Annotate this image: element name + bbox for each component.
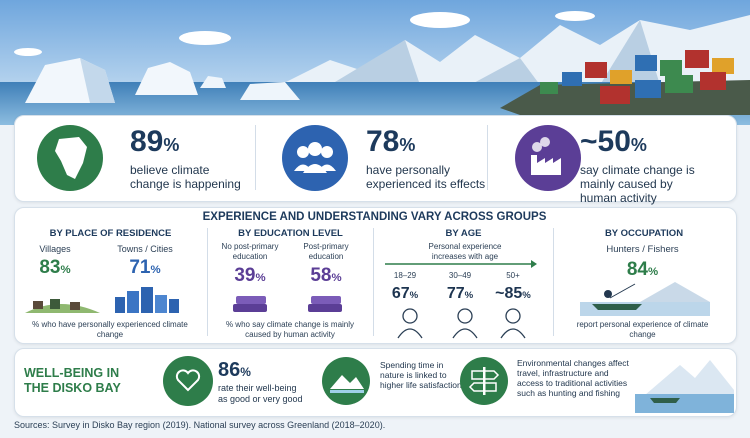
group-note: % who say climate change is mainly cause… — [225, 320, 355, 339]
groups-card — [14, 207, 737, 344]
group-value: 77% — [435, 286, 485, 302]
wellbeing-value: 86% — [218, 360, 251, 380]
stat-unit: % — [399, 135, 416, 155]
stat-number: 78 — [366, 125, 400, 158]
stat-value: ~50% — [580, 127, 647, 157]
value-number: 67 — [391, 285, 410, 302]
group-value: 84% — [580, 260, 705, 279]
group-heading: BY PLACE OF RESIDENCE — [49, 228, 172, 239]
group-label: 30–49 — [448, 271, 472, 280]
value-unit: % — [331, 272, 342, 284]
stat-number: ~50 — [580, 125, 631, 158]
nature-icon — [322, 357, 370, 405]
stat-value: 78% — [366, 127, 415, 157]
divider — [373, 228, 374, 336]
stat-unit: % — [630, 135, 647, 155]
age-arrow — [385, 260, 537, 268]
signpost-icon — [460, 357, 508, 405]
group-heading: BY OCCUPATION — [604, 228, 684, 239]
divider — [207, 228, 208, 336]
book-icons — [233, 296, 342, 312]
heart-icon — [163, 356, 213, 406]
divider — [553, 228, 554, 336]
group-label: No post-primary education — [221, 242, 279, 261]
value-number: 86 — [218, 359, 241, 381]
group-heading: BY EDUCATION LEVEL — [238, 228, 343, 239]
value-number: 77 — [446, 285, 465, 302]
value-unit: % — [255, 272, 266, 284]
value-unit: % — [60, 264, 71, 276]
stat-text: say climate change is mainly caused by h… — [580, 163, 695, 205]
value-number: 83 — [39, 257, 61, 278]
value-number: ~85 — [495, 285, 523, 302]
value-unit: % — [409, 290, 419, 301]
houses — [540, 50, 734, 104]
stat-text: have personally experienced its effects — [366, 163, 486, 191]
group-label: Hunters / Fishers — [606, 244, 679, 255]
group-label: 18–29 — [393, 271, 417, 280]
group-value: 83% — [25, 258, 85, 277]
section-title: EXPERIENCE AND UNDERSTANDING VARY ACROSS… — [202, 211, 547, 223]
value-unit: % — [648, 266, 659, 278]
group-label: Towns / Cities — [117, 244, 173, 254]
value-unit: % — [150, 264, 161, 276]
stat-value: 89% — [130, 127, 179, 157]
divider — [487, 125, 488, 190]
group-value: 39% — [215, 266, 285, 285]
value-number: 39 — [234, 265, 256, 286]
value-unit: % — [522, 290, 531, 301]
wellbeing-text: rate their well-being as good or very go… — [218, 383, 303, 404]
divider — [255, 125, 256, 190]
value-number: 58 — [310, 265, 332, 286]
header-landscape — [0, 0, 750, 125]
wellbeing-card — [14, 348, 737, 417]
stat-unit: % — [163, 135, 180, 155]
group-note: report personal experience of climate ch… — [576, 320, 709, 339]
group-note: % who have personally experienced climat… — [32, 320, 188, 339]
stat-number: 89 — [130, 125, 164, 158]
group-label: Villages — [39, 244, 71, 254]
value-number: 71 — [129, 257, 151, 278]
person-icons — [397, 308, 526, 339]
stats-card — [14, 115, 737, 202]
sources: Sources: Survey in Disko Bay region (201… — [14, 420, 386, 430]
value-number: 84 — [626, 259, 648, 280]
wellbeing-nature: Spending time in nature is linked to hig… — [380, 360, 462, 390]
greenland-icon — [37, 125, 103, 191]
group-value: ~85% — [488, 286, 538, 302]
wellbeing-environment: Environmental changes affect travel, inf… — [517, 358, 629, 398]
value-unit: % — [240, 365, 251, 379]
group-value: 71% — [105, 258, 185, 277]
value-unit: % — [464, 290, 474, 301]
bay-landscape — [635, 360, 734, 413]
fisher-icon — [580, 282, 710, 316]
group-heading: BY AGE — [445, 228, 482, 239]
factory-icon — [515, 125, 581, 191]
group-label: 50+ — [506, 271, 520, 280]
group-value: 67% — [380, 286, 430, 302]
group-value: 58% — [292, 266, 360, 285]
wellbeing-title: WELL-BEING IN THE DISKO BAY — [24, 366, 121, 395]
stat-text: believe climate change is happening — [130, 163, 241, 191]
residence-icons — [25, 287, 179, 313]
people-icon — [282, 125, 348, 191]
group-label: Post-primary education — [303, 242, 349, 261]
group-subheading: Personal experience increases with age — [428, 242, 502, 261]
